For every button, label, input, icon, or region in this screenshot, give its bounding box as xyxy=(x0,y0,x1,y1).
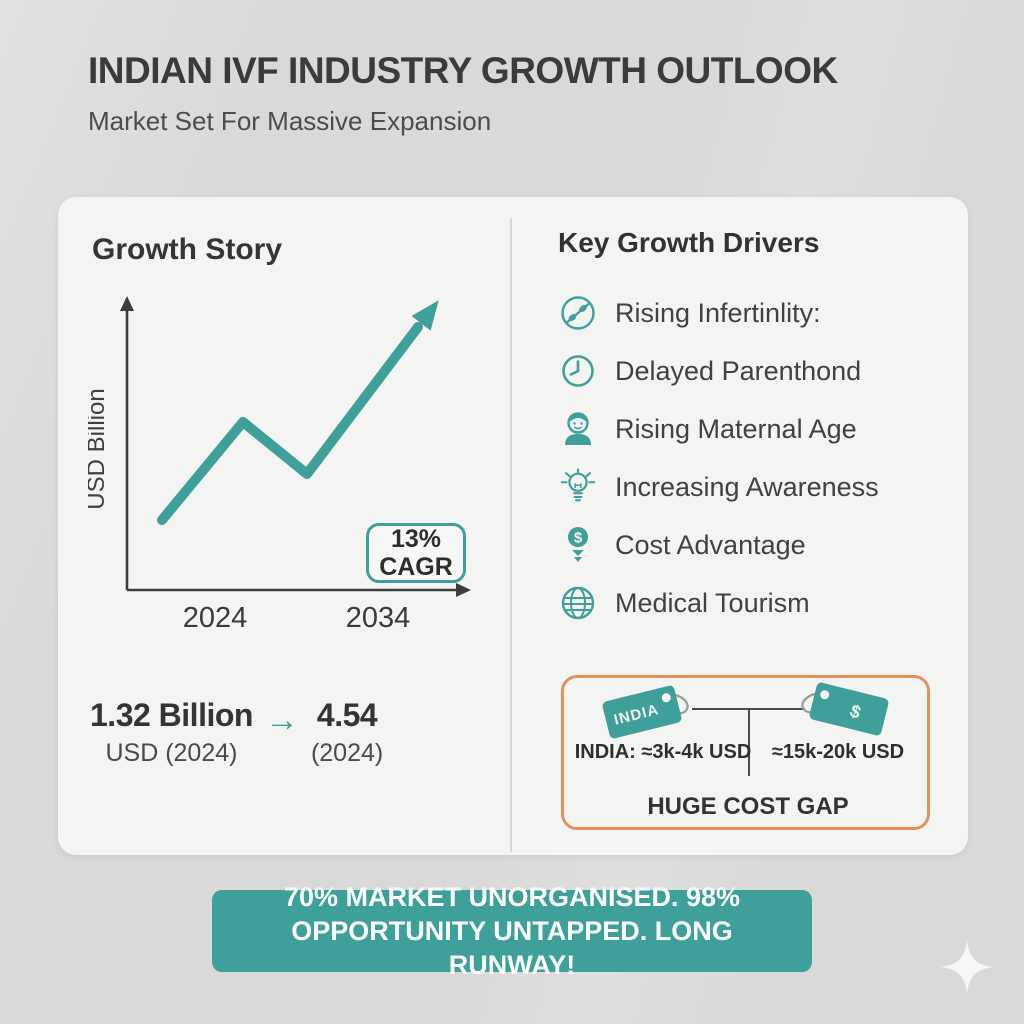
stat-2024: 1.32 Billion USD (2024) xyxy=(90,697,253,768)
driver-label: Delayed Parenthond xyxy=(615,355,862,386)
stat-2034-caption: (2024) xyxy=(310,739,384,767)
cost-comparison-graphic: INDIA $ INDIA: ≈3k-4k USD ≈15k-20k USD H… xyxy=(575,682,904,820)
growth-arrow-icon: → xyxy=(264,701,299,739)
stat-2024-value: 1.32 Billion xyxy=(90,697,253,733)
list-item: Medical Tourism xyxy=(558,574,879,632)
main-card: Growth Story USD Billion 2024 2034 13% C… xyxy=(58,197,968,855)
x-tick-2034: 2034 xyxy=(346,602,411,634)
drivers-heading: Key Growth Drivers xyxy=(558,227,820,258)
cagr-value: 13% xyxy=(390,525,442,553)
market-size-stats: 1.32 Billion USD (2024) → 4.54 (2024) xyxy=(90,697,383,768)
svg-text:$: $ xyxy=(574,530,583,547)
stat-2034-value: 4.54 xyxy=(316,697,378,733)
driver-label: Rising Maternal Age xyxy=(615,413,857,444)
page-title: INDIAN IVF INDUSTRY GROWTH OUTLOOK xyxy=(88,50,838,91)
sparkle-icon xyxy=(940,940,994,994)
abroad-cost-label: ≈15k-20k USD xyxy=(772,741,904,763)
chart-svg: USD Billion 2024 2034 xyxy=(83,296,471,634)
dollar-price-tag-icon: $ xyxy=(809,682,889,736)
infertility-icon xyxy=(558,293,598,333)
mother-icon xyxy=(558,409,598,449)
banner-text: 70% MARKET UNORGANISED. 98% OPPORTUNITY … xyxy=(283,882,741,980)
list-item: Rising Infertinlity: xyxy=(558,284,879,342)
india-cost-label: INDIA: ≈3k-4k USD xyxy=(575,741,752,763)
lightbulb-icon xyxy=(558,467,598,507)
opportunity-banner: 70% MARKET UNORGANISED. 98% OPPORTUNITY … xyxy=(212,882,812,980)
column-divider xyxy=(510,218,512,852)
list-item: $ Cost Advantage xyxy=(558,516,879,574)
dollar-pin-icon: $ xyxy=(558,525,598,565)
list-item: Increasing Awareness xyxy=(558,458,879,516)
cagr-label: CAGR xyxy=(379,553,453,581)
globe-icon xyxy=(558,583,598,623)
list-item: Delayed Parenthond xyxy=(558,342,879,400)
cost-gap-caption: HUGE COST GAP xyxy=(647,793,848,820)
trend-arrowhead xyxy=(411,300,439,331)
y-axis-arrowhead xyxy=(120,296,134,311)
clock-icon xyxy=(558,351,598,391)
page-subtitle: Market Set For Massive Expansion xyxy=(88,106,492,136)
trend-line xyxy=(157,322,423,525)
growth-story-heading: Growth Story xyxy=(92,233,283,266)
cost-comparison-box: INDIA $ INDIA: ≈3k-4k USD ≈15k-20k USD H… xyxy=(561,675,930,830)
driver-label: Increasing Awareness xyxy=(615,471,879,502)
cagr-badge: 13% CAGR xyxy=(366,523,466,583)
driver-label: Rising Infertinlity: xyxy=(615,297,821,328)
x-axis-arrowhead xyxy=(456,583,471,597)
india-price-tag-icon: INDIA xyxy=(602,685,682,739)
y-axis-label: USD Billion xyxy=(88,388,110,509)
stat-2024-caption: USD (2024) xyxy=(105,739,238,767)
drivers-list: Rising Infertinlity: Delayed Parenthond xyxy=(558,284,879,632)
list-item: Rising Maternal Age xyxy=(558,400,879,458)
driver-label: Cost Advantage xyxy=(615,529,806,560)
driver-label: Medical Tourism xyxy=(615,587,810,618)
x-tick-2024: 2024 xyxy=(183,602,248,634)
stat-2034: 4.54 (2024) xyxy=(311,697,383,768)
growth-line-chart: USD Billion 2024 2034 xyxy=(83,289,508,641)
